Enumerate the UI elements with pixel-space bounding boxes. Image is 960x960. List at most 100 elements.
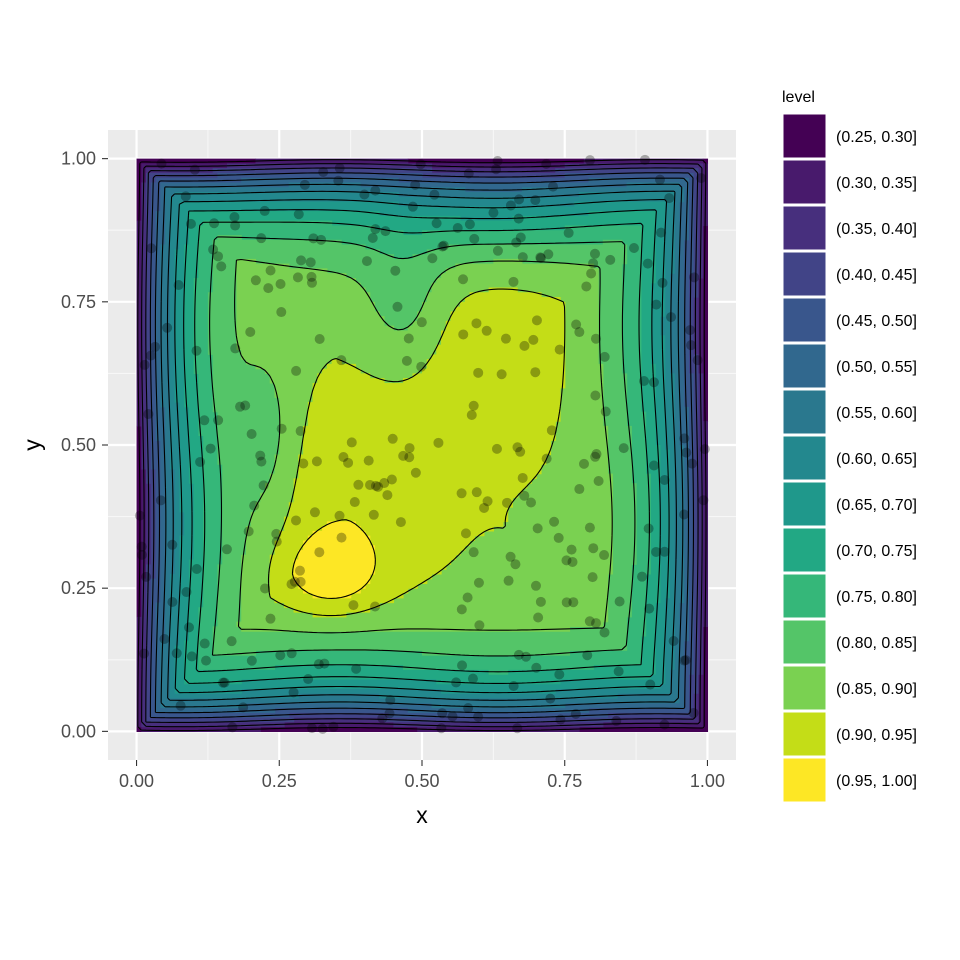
legend-label: (0.50, 0.55] (836, 359, 917, 376)
scatter-point (298, 458, 309, 469)
contour-band (269, 287, 566, 618)
scatter-point (473, 711, 484, 722)
scatter-point (460, 528, 471, 539)
scatter-point (404, 443, 415, 454)
scatter-point (505, 551, 516, 562)
y-tick-label: 0.50 (61, 435, 96, 455)
scatter-point (584, 155, 595, 166)
scatter-point (276, 307, 287, 318)
contour-line (145, 167, 699, 724)
scatter-point (471, 318, 482, 329)
scatter-point (292, 272, 303, 283)
legend-label: (0.85, 0.90] (836, 681, 917, 698)
scatter-point (338, 451, 349, 462)
contour-line (209, 236, 636, 657)
scatter-point (474, 620, 485, 631)
scatter-point (491, 164, 502, 175)
scatter-point (451, 677, 462, 688)
scatter-point (379, 478, 390, 489)
scatter-point (614, 596, 625, 607)
scatter-point (265, 613, 276, 624)
scatter-point (150, 341, 161, 352)
scatter-point (139, 359, 150, 370)
scatter-point (574, 484, 585, 495)
scatter-point (171, 648, 182, 659)
scatter-point (159, 633, 170, 644)
scatter-point (657, 277, 668, 288)
scatter-point (134, 510, 145, 521)
scatter-point (156, 158, 167, 169)
scatter-point (230, 220, 241, 231)
scatter-point (191, 345, 202, 356)
scatter-point (590, 451, 601, 462)
y-tick-label: 0.75 (61, 292, 96, 312)
scatter-point (189, 164, 200, 175)
scatter-point (659, 719, 670, 730)
scatter-point (639, 376, 650, 387)
scatter-point (456, 604, 467, 615)
scatter-point (146, 243, 157, 254)
legend-key (782, 205, 827, 251)
scatter-point (535, 252, 546, 263)
scatter-point (467, 673, 478, 684)
scatter-point (599, 627, 610, 638)
scatter-point (515, 446, 526, 457)
legend-label: (0.45, 0.50] (836, 313, 917, 330)
scatter-point (508, 680, 519, 691)
legend-label: (0.80, 0.85] (836, 635, 917, 652)
legend-label: (0.40, 0.45] (836, 267, 917, 284)
scatter-point (589, 248, 600, 259)
scatter-point (199, 638, 210, 649)
scatter-point (353, 479, 364, 490)
scatter-point (318, 167, 329, 178)
scatter-point (479, 502, 490, 513)
scatter-point (136, 549, 147, 560)
scatter-point (685, 325, 696, 336)
scatter-point (199, 415, 210, 426)
scatter-point (271, 528, 282, 539)
legend-label: (0.30, 0.35] (836, 175, 917, 192)
scatter-point (599, 351, 610, 362)
scatter-point (659, 546, 670, 557)
scatter-point (664, 193, 675, 204)
x-tick-label: 0.25 (262, 771, 297, 791)
scatter-point (250, 275, 261, 286)
legend-key (782, 297, 827, 343)
scatter-point (265, 265, 276, 276)
scatter-point (530, 195, 541, 206)
scatter-point (415, 159, 426, 170)
scatter-point (348, 600, 359, 611)
contour-line (160, 183, 684, 708)
scatter-point (512, 442, 523, 453)
scatter-point (216, 261, 227, 272)
scatter-point (245, 327, 256, 338)
scatter-point (447, 711, 458, 722)
scatter-point (209, 218, 220, 229)
scatter-point (590, 333, 601, 344)
scatter-point (205, 443, 216, 454)
scatter-point (680, 655, 691, 666)
scatter-point (586, 268, 597, 279)
x-tick-label: 1.00 (690, 771, 725, 791)
scatter-point (208, 244, 219, 255)
scatter-point (492, 245, 503, 256)
scatter-point (591, 449, 602, 460)
scatter-point (296, 255, 307, 266)
scatter-point (410, 179, 421, 190)
contour-band (236, 258, 613, 632)
scatter-point (554, 344, 565, 355)
scatter-point (295, 426, 306, 437)
scatter-point (546, 425, 557, 436)
scatter-point (517, 252, 528, 263)
scatter-point (249, 500, 260, 511)
y-tick-label: 0.00 (61, 721, 96, 741)
scatter-point (482, 496, 493, 507)
scatter-point (591, 618, 602, 629)
scatter-point (235, 401, 246, 412)
scatter-point (519, 340, 530, 351)
contour-line (149, 172, 695, 719)
scatter-point (370, 185, 381, 196)
scatter-point (656, 227, 667, 238)
scatter-point (510, 559, 521, 570)
scatter-point (275, 650, 286, 661)
